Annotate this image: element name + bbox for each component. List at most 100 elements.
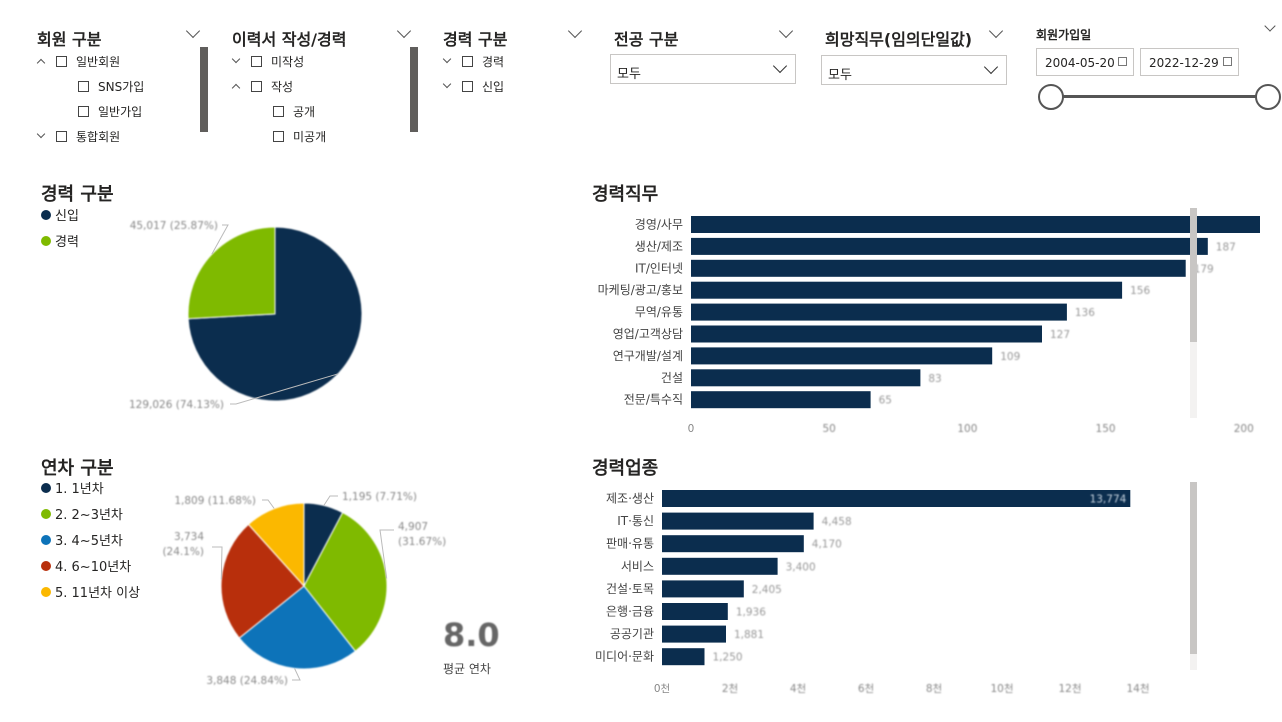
data-label: 83	[928, 373, 941, 385]
scrollbar[interactable]	[1190, 208, 1197, 342]
checkbox[interactable]	[251, 80, 262, 92]
legend-marker	[41, 508, 51, 519]
category-label: 제조·생산	[606, 492, 654, 506]
bar	[691, 347, 993, 365]
data-label: 4,907	[398, 521, 428, 533]
date-slider-end-handle[interactable]	[1255, 84, 1281, 110]
slicer-item[interactable]: SNS가입	[78, 78, 144, 94]
slicer-item[interactable]: 일반가입	[78, 103, 142, 119]
checkbox[interactable]	[56, 130, 67, 142]
slicer-item[interactable]: 미작성	[231, 53, 305, 69]
chart-title: 연차 구분	[41, 458, 114, 479]
slicer-item-label: SNS가입	[98, 79, 145, 94]
data-label: 3,848 (24.84%)	[206, 675, 288, 687]
checkbox[interactable]	[78, 105, 89, 117]
category-label: 마케팅/광고/홍보	[598, 283, 683, 297]
category-label: 판매·유통	[606, 537, 654, 551]
category-label: 무역/유통	[635, 305, 683, 319]
slicer-item-label: 미작성	[271, 54, 305, 69]
slicer-item[interactable]: 미공개	[273, 128, 326, 144]
legend-item[interactable]: 2. 2~3년차	[41, 504, 123, 523]
data-label: 129,026 (74.13%)	[129, 399, 224, 411]
calendar-icon[interactable]	[1118, 57, 1127, 66]
end-date-value: 2022-12-29	[1149, 56, 1219, 70]
slicer-title: 전공 구분	[614, 30, 679, 49]
chevron-down-icon[interactable]	[1264, 20, 1276, 32]
legend-item[interactable]: 신입	[41, 205, 79, 224]
tick-label: 14천	[1126, 683, 1149, 695]
checkbox[interactable]	[273, 130, 284, 142]
data-label: 2,405	[752, 584, 782, 596]
chart-title: 경력직무	[592, 184, 659, 205]
legend-item[interactable]: 3. 4~5년차	[41, 530, 123, 549]
leader-line	[379, 529, 394, 579]
category-label: 은행·금융	[606, 604, 654, 619]
date-slider-start-handle[interactable]	[1038, 84, 1064, 110]
data-label: 1,809 (11.68%)	[174, 495, 256, 507]
legend-label: 4. 6~10년차	[55, 560, 132, 575]
pie-slices	[220, 502, 388, 670]
slicer-item-label: 일반회원	[76, 54, 121, 69]
category-label: IT·통신	[617, 514, 654, 528]
data-label: (24.1%)	[162, 546, 204, 558]
data-label: 1,250	[713, 652, 743, 664]
legend-item[interactable]: 1. 1년차	[41, 478, 104, 497]
category-label: 공공기관	[610, 627, 654, 641]
data-label: 65	[879, 395, 892, 407]
data-label: 109	[1000, 351, 1020, 363]
career-industry-bar-chart: 제조·생산 13,774 IT·통신 4,458 판매·유통 4,170 서비스 3,400 건…	[595, 490, 1150, 695]
bar	[662, 648, 705, 666]
slicer-item[interactable]: 신입	[442, 78, 504, 94]
legend-item[interactable]: 5. 11년차 이상	[41, 582, 140, 601]
leader-line	[211, 224, 229, 255]
slicer-item-label: 경력	[482, 54, 505, 69]
slicer-item[interactable]: 통합회원	[36, 128, 120, 144]
date-slider-track[interactable]	[1050, 95, 1268, 98]
dropdown-value: 모두	[828, 68, 852, 83]
pie-slice	[238, 585, 357, 670]
slicer-item[interactable]: 공개	[273, 103, 315, 119]
legend-label: 3. 4~5년차	[55, 534, 123, 549]
tick-label: 2천	[722, 683, 738, 695]
data-label: 45,017 (25.87%)	[130, 220, 218, 232]
card-label: 평균 연차	[443, 662, 491, 676]
tick-label: 50	[822, 423, 835, 435]
checkbox[interactable]	[251, 55, 262, 67]
legend-marker	[41, 534, 51, 545]
legend-marker	[41, 209, 51, 220]
bar	[691, 216, 1260, 233]
checkbox[interactable]	[462, 80, 473, 92]
major-dropdown[interactable]: 모두	[610, 54, 796, 84]
slicer-item[interactable]: 일반회원	[36, 53, 121, 69]
tick-label: 0천	[654, 683, 670, 695]
chevron-down-icon[interactable]	[778, 23, 794, 39]
data-label: 127	[1050, 329, 1070, 341]
bar	[691, 369, 921, 387]
checkbox[interactable]	[273, 105, 284, 117]
bar	[691, 281, 1123, 299]
chevron-down-icon[interactable]	[988, 23, 1004, 39]
tick-label: 10천	[990, 683, 1013, 695]
data-label: 4,170	[812, 539, 842, 551]
desired-job-dropdown[interactable]: 모두	[821, 55, 1007, 85]
end-date-input[interactable]: 2022-12-29	[1140, 48, 1239, 76]
legend-marker	[41, 482, 51, 493]
legend-label: 5. 11년차 이상	[55, 586, 141, 601]
scrollbar[interactable]	[200, 47, 208, 132]
career-job-bar-chart: 경영/사무209생산/제조187IT/인터넷179마케팅/광고/홍보156무역/…	[598, 216, 1260, 435]
start-date-input[interactable]: 2004-05-20	[1036, 48, 1134, 76]
data-label: 1,881	[734, 629, 764, 641]
bar	[691, 259, 1186, 277]
slicer-item[interactable]: 경력	[442, 53, 505, 69]
checkbox[interactable]	[56, 55, 67, 67]
legend-item[interactable]: 4. 6~10년차	[41, 556, 131, 575]
calendar-icon[interactable]	[1223, 57, 1232, 66]
checkbox[interactable]	[78, 80, 89, 92]
legend-item[interactable]: 경력	[41, 231, 79, 250]
slicer-item[interactable]: 작성	[231, 78, 293, 94]
data-label: 179	[1194, 263, 1214, 275]
scrollbar[interactable]	[410, 47, 418, 132]
bar	[662, 512, 814, 530]
scrollbar[interactable]	[1190, 482, 1197, 654]
checkbox[interactable]	[462, 55, 473, 67]
